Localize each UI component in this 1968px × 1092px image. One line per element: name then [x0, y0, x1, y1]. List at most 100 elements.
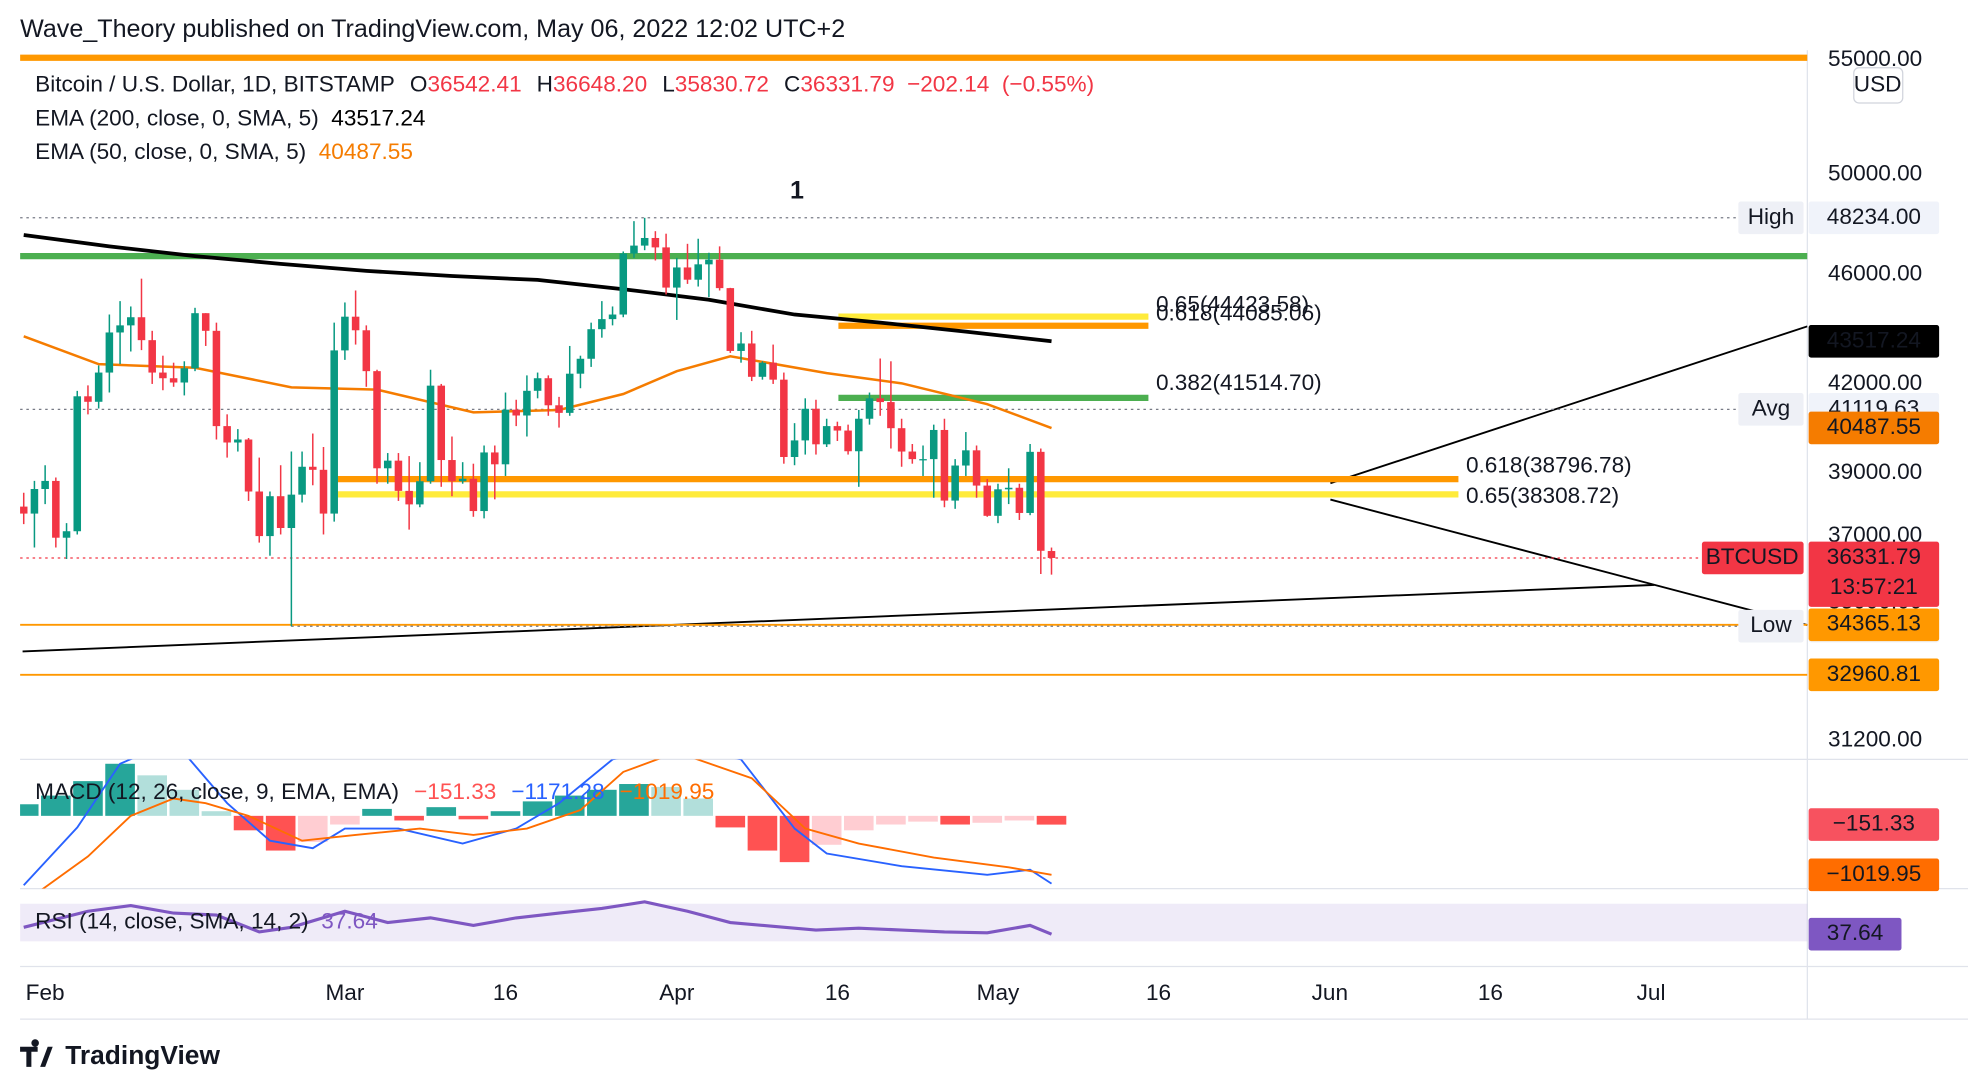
macd-signal	[41, 759, 1052, 889]
candle-body	[587, 329, 595, 359]
candle-body	[383, 460, 392, 469]
candle-body	[373, 371, 381, 469]
macd-hist-bar	[747, 815, 778, 851]
candle-body	[1037, 451, 1045, 551]
macd-hist-bar	[490, 811, 521, 816]
stat-name: Low	[1750, 612, 1792, 637]
macd-hist-bar	[779, 815, 810, 863]
macd-hist-bar	[715, 815, 746, 828]
candle-body	[416, 481, 424, 505]
x-tick-label: 16	[1146, 980, 1171, 1005]
candle-body	[940, 429, 949, 501]
fib-label: 0.65(44423.58)	[1156, 291, 1309, 316]
macd-legend: MACD (12, 26, close, 9, EMA, EMA) −151.33…	[35, 779, 714, 804]
candle-body	[908, 451, 917, 460]
candle-body	[255, 491, 264, 537]
candle-body	[362, 330, 371, 372]
x-tick-label: 16	[493, 980, 518, 1005]
candle-body	[865, 398, 874, 419]
macd-hist-bar	[940, 815, 970, 825]
legend-value: 37.64	[321, 908, 378, 933]
price-tag-label: 37.64	[1827, 920, 1884, 945]
candle-body	[844, 430, 852, 452]
candle-body	[822, 426, 831, 445]
macd-hist-bar	[169, 789, 200, 816]
macd-hist-bar	[587, 789, 617, 816]
candle-body	[683, 267, 692, 280]
macd-hist-bar	[201, 811, 232, 816]
ema-line	[23, 233, 1052, 344]
candle-body	[52, 480, 60, 538]
legend-value: 40487.55	[319, 139, 413, 164]
candle-body	[20, 506, 28, 514]
macd-hist-bar	[41, 795, 71, 816]
candle-body	[84, 396, 92, 402]
candle-body	[972, 450, 981, 486]
x-tick-label: Jun	[1312, 980, 1348, 1005]
legend: EMA (200, close, 0, SMA, 5) 43517.24	[35, 105, 425, 130]
macd-hist-bar	[811, 815, 842, 845]
candle-body	[555, 405, 563, 413]
candle-body	[1015, 487, 1024, 513]
candle-body	[855, 418, 863, 452]
candle-body	[191, 313, 199, 369]
x-tick-label: 16	[1478, 980, 1503, 1005]
candle-body	[876, 398, 884, 403]
publisher-header: Wave_Theory published on TradingView.com…	[20, 15, 845, 43]
legend-name: RSI (14, close, SMA, 14, 2)	[35, 908, 309, 933]
currency-label[interactable]: USD	[1854, 71, 1902, 96]
candle-body	[148, 340, 156, 373]
last-price-name: BTCUSD	[1706, 544, 1799, 569]
candle-body	[662, 247, 670, 288]
candle-body	[640, 237, 649, 246]
fib-label: 0.382(41514.70)	[1156, 370, 1322, 395]
legend-value: (−0.55%)	[1002, 71, 1094, 96]
candle-body	[201, 313, 210, 331]
candle-body	[780, 379, 788, 457]
rsi-line	[23, 900, 1053, 936]
legend-name: EMA (50, close, 0, SMA, 5)	[35, 139, 306, 164]
rsi-band	[20, 903, 1808, 942]
stat-name: Avg	[1752, 395, 1791, 420]
legend: Bitcoin / U.S. Dollar, 1D, BITSTAMP O3654…	[35, 71, 1094, 96]
candle-body	[533, 378, 542, 391]
trend-line	[1330, 325, 1808, 485]
candle-body	[565, 373, 574, 413]
candle-body	[30, 489, 39, 514]
candle-body	[73, 396, 82, 532]
macd-hist-bar	[330, 815, 360, 825]
candle-body	[437, 385, 446, 461]
price-tag-bg	[1808, 411, 1940, 445]
candle-body	[137, 317, 146, 341]
rsi-legend: RSI (14, close, SMA, 14, 2) 37.64	[35, 908, 378, 933]
candle-body	[887, 402, 895, 429]
candle-body	[1047, 551, 1056, 558]
legend-value: 35830.72	[675, 71, 769, 96]
legend-name: MACD (12, 26, close, 9, EMA, EMA)	[35, 779, 399, 804]
candle-body	[705, 259, 713, 265]
legend-value: −202.14	[907, 71, 989, 96]
rsi-pane	[20, 900, 1808, 942]
currency-box[interactable]	[1853, 67, 1904, 104]
macd-hist-bar	[843, 815, 874, 831]
price-tag-label: 34365.13	[1827, 611, 1921, 636]
last-price-countdown: 13:57:21	[1830, 574, 1918, 599]
price-tag-bg	[1808, 917, 1902, 951]
candle-body	[244, 439, 253, 492]
candle-body	[630, 245, 638, 254]
stat-name: High	[1748, 204, 1794, 229]
price-tag-label: 43517.24	[1827, 327, 1921, 352]
candle-body	[62, 531, 71, 538]
macd-hist-bar	[362, 808, 392, 816]
candle-body	[983, 485, 992, 516]
macd-hist-bar	[619, 784, 649, 816]
macd-macd-line	[23, 759, 1053, 886]
price-tag-bg	[1808, 325, 1940, 358]
price-tag-label: 48234.00	[1827, 204, 1921, 229]
candle-body	[266, 496, 274, 537]
last-price-bg	[1808, 541, 1940, 607]
legend-prefix: C	[784, 71, 800, 96]
y-tick-label: 50000.00	[1828, 161, 1922, 186]
candle-body	[41, 480, 49, 490]
candle-body	[833, 426, 842, 431]
